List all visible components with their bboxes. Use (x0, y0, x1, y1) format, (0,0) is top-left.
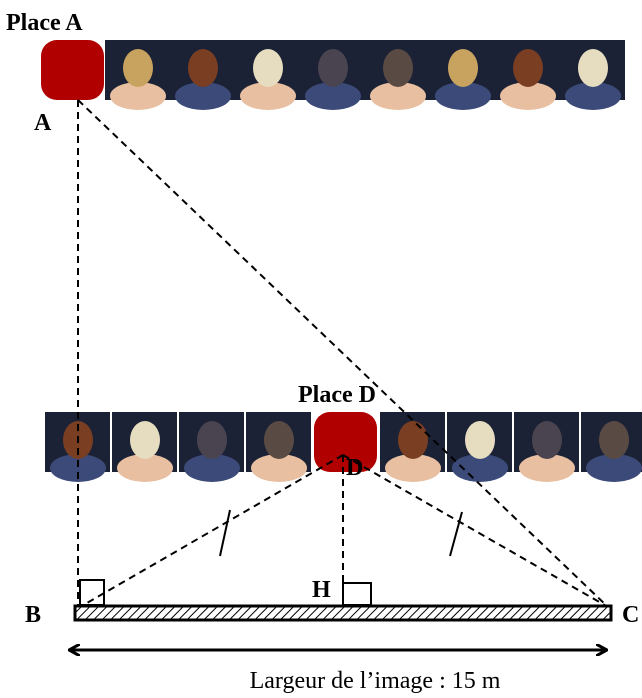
spectator-head (465, 421, 495, 459)
line-db (79, 454, 344, 608)
spectator-body (370, 82, 426, 110)
spectator-body (500, 82, 556, 110)
spectator-head (130, 421, 160, 459)
right-angle (79, 579, 105, 606)
spectator-head (188, 49, 218, 87)
point-c: C (622, 602, 639, 628)
empty-seat (41, 40, 104, 100)
point-b: B (25, 602, 41, 628)
spectator-body (184, 454, 240, 482)
spectator-head (123, 49, 153, 87)
spectator-head (398, 421, 428, 459)
spectator-body (305, 82, 361, 110)
spectator-head (383, 49, 413, 87)
line-ac (77, 99, 609, 608)
right-angle (342, 582, 372, 606)
place-d-title: Place D (298, 382, 376, 408)
spectator-body (519, 454, 575, 482)
tick-mark (219, 509, 231, 557)
spectator-body (385, 454, 441, 482)
spectator-body (175, 82, 231, 110)
seat-rows (41, 40, 642, 482)
spectator-body (435, 82, 491, 110)
point-a: A (34, 110, 52, 136)
tick-mark (449, 511, 463, 557)
spectator-body (586, 454, 642, 482)
spectator-head (197, 421, 227, 459)
screen (73, 604, 613, 622)
line-dc (342, 454, 609, 608)
spectator-head (599, 421, 629, 459)
spectator-head (253, 49, 283, 87)
spectator-head (448, 49, 478, 87)
spectator-head (513, 49, 543, 87)
empty-seat (314, 412, 377, 472)
spectator-head (532, 421, 562, 459)
spectator-body (565, 82, 621, 110)
place-a-title: Place A (6, 10, 83, 36)
spectator-body (117, 454, 173, 482)
width-label: Largeur de l’image : 15 m (250, 668, 501, 694)
spectator-head (318, 49, 348, 87)
spectator-body (251, 454, 307, 482)
spectator-head (578, 49, 608, 87)
spectator-body (452, 454, 508, 482)
spectator-head (264, 421, 294, 459)
point-d: D (346, 455, 363, 481)
spectator-body (50, 454, 106, 482)
spectator-body (110, 82, 166, 110)
spectator-body (240, 82, 296, 110)
point-h: H (312, 577, 331, 603)
